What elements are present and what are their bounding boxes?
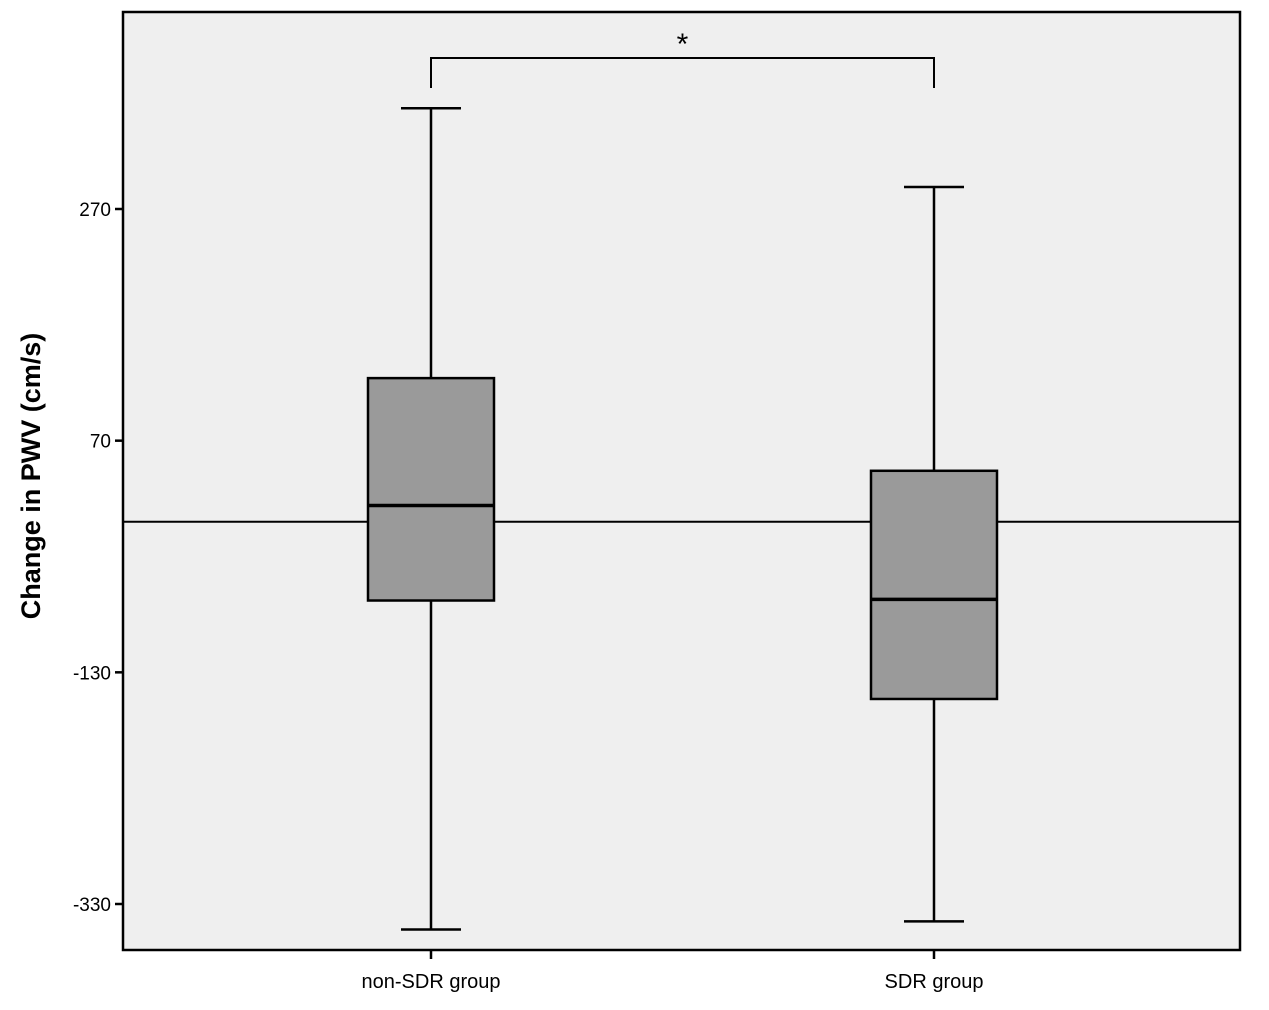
axes-layer: 270 70 -130 -330 non-SDR group SDR group <box>73 200 984 993</box>
significance-marker: * <box>677 28 689 61</box>
plot-area <box>121 10 1242 952</box>
y-tick-label: 70 <box>90 432 111 453</box>
box-group-non-sdr <box>366 106 496 931</box>
x-tick-label: non-SDR group <box>362 971 501 993</box>
boxes-layer <box>366 106 999 931</box>
iqr-box <box>869 469 999 701</box>
x-tick-label: SDR group <box>885 971 984 993</box>
iqr-box <box>366 376 496 602</box>
y-tick-label: -130 <box>73 663 111 684</box>
y-tick-label: -330 <box>73 895 111 916</box>
box-group-sdr <box>869 185 999 923</box>
annotation-layer: * <box>430 28 935 88</box>
y-tick-label: 270 <box>79 200 111 221</box>
significance-bracket <box>430 57 935 88</box>
y-axis-label: Change in PWV (cm/s) <box>16 333 46 620</box>
